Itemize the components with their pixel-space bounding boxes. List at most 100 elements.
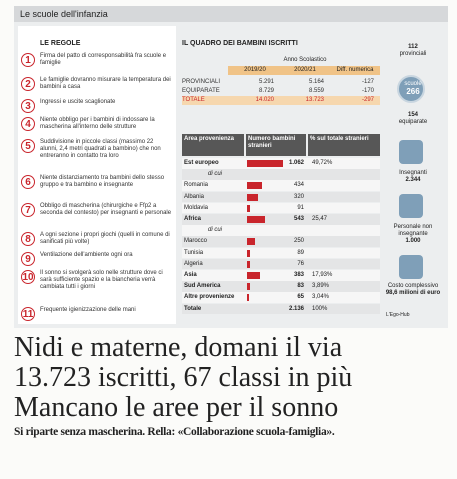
- area-label: Altre provenienze: [184, 294, 235, 301]
- row-bg: [182, 247, 380, 259]
- percent-label: 3,04%: [312, 294, 330, 301]
- value-label: 543: [293, 216, 304, 222]
- table-cell: 8.559: [308, 88, 324, 94]
- row-bg: [182, 258, 380, 270]
- table-header-bg: [228, 66, 380, 75]
- row-bg: [182, 270, 380, 281]
- row-bg: [182, 214, 380, 225]
- icon: [399, 194, 423, 218]
- value-label: 2.136: [288, 305, 304, 312]
- table-cell: 14.020: [255, 97, 274, 103]
- headline-line: Nidi e materne, domani il via: [14, 332, 343, 363]
- icon: [399, 140, 423, 164]
- rule-number: 10: [21, 270, 35, 284]
- table-cell: 5.164: [308, 79, 324, 85]
- bar: [247, 182, 262, 190]
- stat-value: 1.000: [405, 238, 421, 244]
- area-label: di cui: [208, 171, 223, 178]
- stat-value: 154: [407, 112, 418, 118]
- bar: [247, 160, 283, 167]
- table-cell: -127: [361, 79, 374, 85]
- rules-title: LE REGOLE: [40, 40, 81, 47]
- stat-value: 266: [406, 87, 420, 96]
- rule-number: 4: [21, 117, 35, 131]
- row-bg: [182, 202, 380, 214]
- table-cell: 8.729: [258, 88, 274, 94]
- row-bg: [182, 225, 380, 236]
- table-cell: -297: [361, 97, 374, 103]
- table-cell: 5.291: [258, 79, 274, 85]
- row-bg: [182, 180, 380, 191]
- column-header: Numero bambini stranieri: [246, 134, 306, 156]
- stat-label: Insegnanti: [399, 170, 427, 176]
- value-label: 383: [293, 272, 304, 278]
- rule-number: 9: [21, 252, 35, 266]
- area-label: Sud America: [184, 283, 221, 290]
- rule-number: 7: [21, 203, 35, 217]
- area-label: Africa: [184, 216, 202, 222]
- headline-line: 13.723 iscritti, 67 classi in più: [14, 362, 353, 393]
- bar: [247, 193, 258, 201]
- bar: [247, 238, 256, 246]
- rule-number: 8: [21, 232, 35, 246]
- rule-text: Obbligo di mascherina (chirurgiche e Ffp…: [40, 203, 172, 216]
- rule-text: Ventilazione dell'ambiente ogni ora: [40, 252, 133, 258]
- stat-value: 112: [408, 44, 418, 50]
- value-label: 65: [297, 294, 304, 301]
- rule-text: Firma del patto di corresponsabilità fra…: [40, 53, 167, 66]
- headline: Nidi e materne, domani il via 13.723 iscr…: [14, 333, 352, 423]
- rule-text: Frequente igienizzazione delle mani: [40, 307, 136, 313]
- subheadline: Si riparte senza mascherina. Rella: «Col…: [14, 426, 335, 438]
- rules-panel: [18, 26, 176, 324]
- value-label: 434: [293, 182, 304, 189]
- stat-label: Personale non insegnante: [393, 224, 433, 237]
- value-label: 1.062: [288, 160, 304, 166]
- rule-number: 11: [21, 307, 35, 321]
- stat-label: Costo complessivo: [387, 283, 439, 289]
- bar: [247, 204, 251, 212]
- table-cell: 13.723: [305, 97, 324, 103]
- rule-text: Niente obbligo per i bambini di indossar…: [40, 117, 155, 130]
- value-label: 320: [293, 193, 304, 200]
- enrolment-title: IL QUADRO DEI BAMBINI ISCRITTI: [182, 40, 298, 47]
- rule-number: 2: [21, 77, 35, 91]
- bar: [247, 216, 266, 223]
- rule-text: Suddivisione in piccole classi (massimo …: [40, 139, 161, 159]
- bar: [247, 294, 250, 302]
- column-header: 2020/21: [294, 67, 316, 73]
- area-label: di cui: [208, 227, 223, 234]
- area-label: Tunisia: [184, 249, 204, 256]
- value-label: 250: [293, 238, 304, 245]
- stat-label: equiparate: [398, 119, 428, 125]
- rule-text: Le famiglie dovranno misurare la tempera…: [40, 77, 171, 90]
- area-label: Moldavia: [184, 204, 209, 211]
- bar: [247, 272, 260, 279]
- rule-number: 6: [21, 175, 35, 189]
- table-cell: -170: [361, 88, 374, 94]
- area-label: Marocco: [184, 238, 208, 245]
- rule-text: A ogni sezione i propri giochi (quelli i…: [40, 232, 170, 245]
- table-cell: PROVINCIALI: [182, 79, 221, 85]
- credit: L'Ego-Hub: [386, 312, 410, 318]
- rule-text: Niente distanziamento tra bambini dello …: [40, 175, 165, 188]
- row-bg: [182, 236, 380, 247]
- table-cell: TOTALE: [182, 97, 205, 103]
- row-bg: [182, 281, 380, 292]
- group-header: Anno Scolastico: [283, 57, 327, 63]
- rule-text: Il sonno si svolgerà solo nelle struttur…: [40, 270, 163, 290]
- rule-number: 1: [21, 53, 35, 67]
- bar: [247, 283, 250, 291]
- table-cell: EQUIPARATE: [182, 88, 220, 94]
- area-label: Albania: [184, 193, 205, 200]
- value-label: 89: [297, 249, 304, 256]
- area-label: Totale: [184, 305, 202, 312]
- percent-label: 17,93%: [312, 272, 333, 278]
- stat-label: scuole: [404, 81, 422, 87]
- rule-number: 5: [21, 139, 35, 153]
- area-label: Algeria: [184, 260, 203, 267]
- row-bg: [182, 292, 380, 303]
- schools-circle: [397, 75, 425, 103]
- headline-line: Mancano le aree per il sonno: [14, 392, 339, 423]
- value-label: 83: [297, 283, 304, 290]
